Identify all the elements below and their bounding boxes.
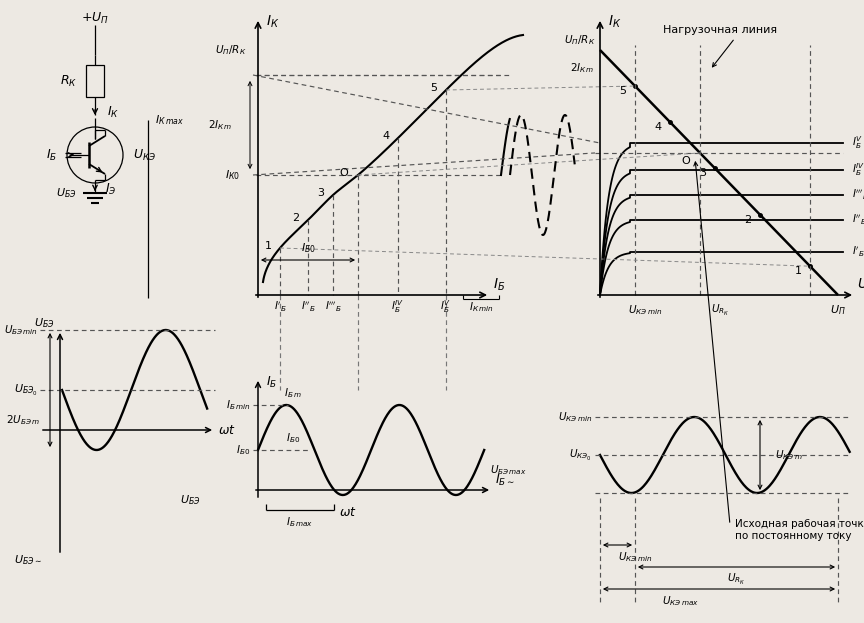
Text: $I_Б$: $I_Б$ [266, 374, 277, 389]
Text: $R_К$: $R_К$ [60, 74, 77, 88]
Text: $U_{БЭ_0}$: $U_{БЭ_0}$ [14, 383, 38, 397]
Text: $U_{КЭ}$: $U_{КЭ}$ [133, 148, 156, 163]
Text: 2: 2 [745, 215, 752, 225]
Text: O: O [340, 168, 348, 178]
Text: $\omega t$: $\omega t$ [218, 424, 236, 437]
Text: $I_{К0}$: $I_{К0}$ [225, 168, 240, 182]
Text: $I_{Б\,m}$: $I_{Б\,m}$ [284, 386, 302, 400]
Text: $2I_{К\,m}$: $2I_{К\,m}$ [208, 118, 233, 132]
Text: $I^{IV}_Б$: $I^{IV}_Б$ [391, 298, 404, 315]
Text: $U_{КЭ_0}$: $U_{КЭ_0}$ [569, 447, 592, 462]
Text: $I''_Б$: $I''_Б$ [852, 213, 864, 227]
Text: Исходная рабочая точка
по постоянному току: Исходная рабочая точка по постоянному то… [735, 519, 864, 541]
Text: Нагрузочная линия: Нагрузочная линия [663, 25, 777, 35]
Text: 4: 4 [654, 122, 662, 132]
Text: $I_Б$: $I_Б$ [46, 148, 57, 163]
Text: $I_Б$: $I_Б$ [493, 277, 505, 293]
Text: $I_{Б\,max}$: $I_{Б\,max}$ [287, 515, 314, 529]
Text: $U_{КЭ\,max}$: $U_{КЭ\,max}$ [662, 594, 698, 608]
Text: 4: 4 [383, 131, 390, 141]
Text: $I_{К\,min}$: $I_{К\,min}$ [468, 300, 493, 314]
Text: $I'''_Б$: $I'''_Б$ [325, 300, 341, 314]
Text: $U_{КЭ}$: $U_{КЭ}$ [857, 277, 864, 293]
Text: $I_{Б\sim}$: $I_{Б\sim}$ [495, 472, 515, 488]
Text: 1: 1 [264, 241, 271, 251]
Text: 1: 1 [795, 266, 802, 276]
Text: $I'_Б$: $I'_Б$ [852, 245, 864, 259]
Text: $I_К$: $I_К$ [608, 14, 621, 30]
Bar [86, 65, 104, 97]
Text: $U_П$: $U_П$ [830, 303, 846, 317]
Text: $I''_Б$: $I''_Б$ [301, 300, 315, 314]
Text: $U_{КЭ\,m}$: $U_{КЭ\,m}$ [775, 448, 803, 462]
Text: $U_П/R_К$: $U_П/R_К$ [214, 43, 246, 57]
Text: $I_{Б0}$: $I_{Б0}$ [236, 443, 250, 457]
Text: $I_Э$: $I_Э$ [105, 181, 117, 196]
Text: $U_{КЭ\,min}$: $U_{КЭ\,min}$ [558, 410, 592, 424]
Text: $U_{БЭ}$: $U_{БЭ}$ [56, 186, 77, 200]
Text: $U_П/R_К$: $U_П/R_К$ [563, 33, 595, 47]
Text: $U_{R_К}$: $U_{R_К}$ [727, 571, 746, 586]
Text: $U_{БЭ}$: $U_{БЭ}$ [180, 493, 200, 507]
Text: $\omega t$: $\omega t$ [340, 506, 357, 520]
Text: $U_{БЭ}$: $U_{БЭ}$ [35, 316, 55, 330]
Text: $I_{К\,max}$: $I_{К\,max}$ [155, 113, 184, 127]
Text: $+U_П$: $+U_П$ [81, 11, 109, 26]
Text: $I^V_Б$: $I^V_Б$ [852, 135, 863, 151]
Text: $I_{Б\,min}$: $I_{Б\,min}$ [226, 398, 250, 412]
Text: $U_{КЭ\,min}$: $U_{КЭ\,min}$ [628, 303, 662, 317]
Text: $I'_Б$: $I'_Б$ [274, 300, 287, 314]
Text: $2I_{К\,m}$: $2I_{К\,m}$ [570, 61, 595, 75]
Text: $U_{БЭ\sim}$: $U_{БЭ\sim}$ [14, 553, 42, 567]
Text: 3: 3 [317, 188, 325, 198]
Text: 2: 2 [292, 213, 300, 223]
Text: 3: 3 [700, 168, 707, 178]
Text: $I^{IV}_Б$: $I^{IV}_Б$ [852, 161, 864, 178]
Text: 5: 5 [430, 83, 437, 93]
Text: $I_К$: $I_К$ [107, 105, 119, 120]
Text: $U_{КЭ\,min}$: $U_{КЭ\,min}$ [618, 550, 652, 564]
Text: $2U_{БЭ\,m}$: $2U_{БЭ\,m}$ [6, 413, 40, 427]
Text: $U_{БЭ\,min}$: $U_{БЭ\,min}$ [4, 323, 38, 337]
Text: $I^V_Б$: $I^V_Б$ [441, 298, 452, 315]
Text: $U_{БЭ\,max}$: $U_{БЭ\,max}$ [490, 463, 527, 477]
Text: $U_{R_К}$: $U_{R_К}$ [711, 303, 729, 318]
Text: $I_{Б0}$: $I_{Б0}$ [286, 431, 300, 445]
Text: 5: 5 [619, 86, 626, 96]
Text: $I'''_Б$: $I'''_Б$ [852, 188, 864, 202]
Text: O: O [682, 156, 690, 166]
Text: $I_К$: $I_К$ [266, 14, 279, 30]
Text: $I_{Б0}$: $I_{Б0}$ [301, 241, 315, 255]
